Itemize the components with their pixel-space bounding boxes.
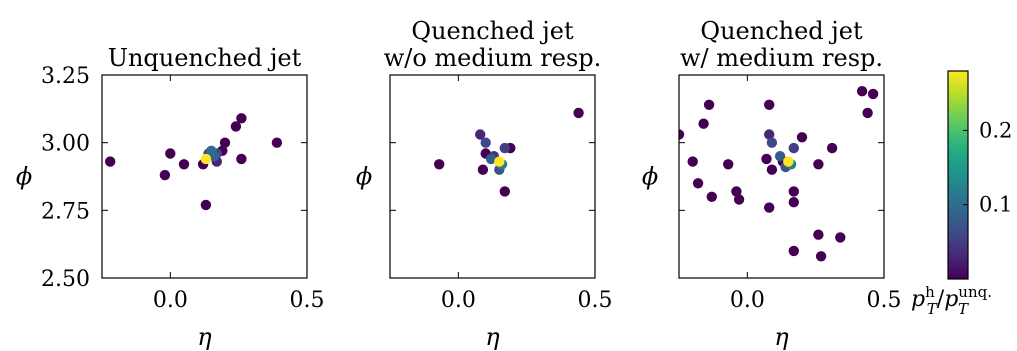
scatter-point <box>862 107 873 119</box>
panel-title-line: Quenched jet <box>411 17 574 45</box>
colorbar-label-part: h <box>925 283 935 301</box>
colorbar-label-part: T <box>927 300 938 318</box>
colorbar-label: ph T/punq. T <box>911 283 992 318</box>
scatter-point <box>200 199 212 211</box>
colorbar-label-part: T <box>958 300 969 318</box>
x-tick-label: 0.0 <box>441 288 476 313</box>
scatter-point <box>788 186 799 197</box>
scatter-point <box>766 137 778 148</box>
colorbar-frame <box>947 70 969 280</box>
colorbar-label-part: unq. <box>958 283 992 301</box>
scatter-point <box>219 137 231 148</box>
scatter-point <box>692 178 704 189</box>
colorbar-tick-label: 0.1 <box>979 193 1012 217</box>
y-tick-label: 2.75 <box>41 199 90 224</box>
colorbar-tick-label: 0.2 <box>979 118 1012 142</box>
scatter-point <box>159 169 171 181</box>
y-tick-label: 3.25 <box>41 64 90 89</box>
scatter-point <box>723 159 734 170</box>
y-axis-label: ϕ <box>16 163 32 191</box>
y-tick-label: 3.00 <box>41 132 90 157</box>
plot-frame <box>389 74 596 279</box>
scatter-point <box>796 132 808 143</box>
scatter-point <box>764 99 775 111</box>
scatter-point <box>105 156 116 167</box>
scatter-point <box>165 148 176 159</box>
scatter-point <box>573 107 584 119</box>
scatter-points <box>105 113 283 211</box>
scatter-point <box>761 153 772 165</box>
scatter-point <box>206 145 217 156</box>
scatter-point <box>867 88 879 100</box>
scatter-point <box>731 186 742 197</box>
x-axis-label: η <box>774 323 789 351</box>
scatter-point <box>774 151 786 162</box>
scatter-point <box>499 186 510 197</box>
scatter-point <box>480 137 491 148</box>
scatter-point <box>815 251 827 262</box>
scatter-point <box>679 129 685 140</box>
scatter-point <box>764 129 775 140</box>
panel-1: Unquenched jet 0.0 0.5 2.50 2.75 3.00 3.25 η ϕ <box>16 44 325 351</box>
panel-title-line: Quenched jet <box>700 17 863 45</box>
colorbar-label-part: p <box>911 287 925 312</box>
scatter-point <box>835 232 846 243</box>
scatter-point <box>236 113 247 124</box>
scatter-point <box>813 159 824 170</box>
scatter-point <box>783 156 794 167</box>
scatter-point <box>178 159 190 170</box>
scatter-point <box>687 156 698 167</box>
scatter-points <box>679 86 879 262</box>
colorbar-label-part: p <box>944 287 958 312</box>
x-axis-label: η <box>485 323 500 351</box>
scatter-point <box>477 164 489 175</box>
y-axis-label: ϕ <box>642 163 658 191</box>
scatter-point <box>788 197 799 208</box>
scatter-point <box>856 86 868 97</box>
panel-title: Unquenched jet <box>108 44 302 72</box>
panel-title: Quenched jet w/o medium resp. <box>384 17 602 72</box>
scatter-point <box>698 118 709 129</box>
x-axis-label: η <box>197 323 212 351</box>
panel-title-line: Unquenched jet <box>108 44 302 72</box>
plot-frame <box>101 74 308 279</box>
panel-title: Quenched jet w/ medium resp. <box>680 17 883 72</box>
scatter-point <box>764 202 775 213</box>
y-axis-label: ϕ <box>356 163 372 191</box>
scatter-point <box>703 99 715 111</box>
colorbar: 0.10.2ph T/punq. T <box>911 70 1012 318</box>
scatter-point <box>475 129 486 140</box>
plot-frame <box>678 74 885 279</box>
scatter-point <box>485 153 497 165</box>
x-tick-label: 0.5 <box>290 288 325 313</box>
scatter-point <box>494 156 505 167</box>
scatter-point <box>826 142 838 154</box>
scatter-point <box>733 194 745 205</box>
scatter-point <box>271 137 283 148</box>
y-tick-label: 2.50 <box>41 267 90 292</box>
colorbar-gradient <box>948 71 968 279</box>
x-tick-label: 0.0 <box>730 288 765 313</box>
scatter-point <box>230 121 242 132</box>
panel-title-line: w/o medium resp. <box>384 44 602 72</box>
scatter-point <box>813 229 824 240</box>
scatter-point <box>499 142 510 154</box>
scatter-point <box>788 142 799 154</box>
x-tick-label: 0.5 <box>578 288 613 313</box>
panel-3: Quenched jet w/ medium resp. 0.0 0.5 η ϕ <box>642 17 902 351</box>
scatter-point <box>766 164 778 175</box>
scatter-point <box>200 153 212 165</box>
panel-title-line: w/ medium resp. <box>680 44 883 72</box>
scatter-points <box>434 107 584 197</box>
scatter-point <box>706 191 717 202</box>
scatter-point <box>788 245 799 257</box>
scatter-point <box>236 153 247 165</box>
x-tick-label: 0.0 <box>153 288 188 313</box>
colorbar-label-part: / <box>937 287 945 312</box>
x-tick-label: 0.5 <box>867 288 902 313</box>
scatter-point <box>434 159 445 170</box>
panel-2: Quenched jet w/o medium resp. 0.0 0.5 η ϕ <box>356 17 613 351</box>
